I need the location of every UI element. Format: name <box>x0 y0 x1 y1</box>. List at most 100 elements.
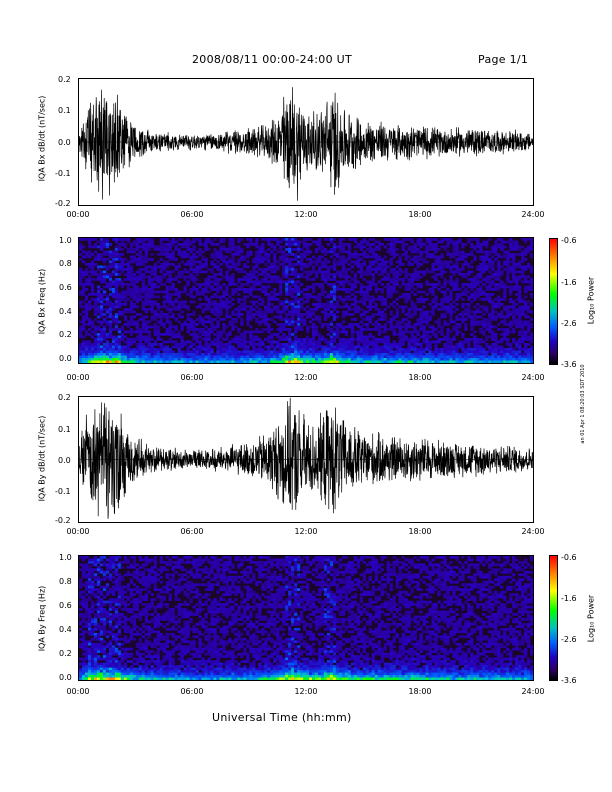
spectrogram-cell <box>117 335 122 339</box>
spectrogram-cell <box>267 340 271 344</box>
spectrogram-cell <box>344 325 349 329</box>
spectrogram-cell <box>159 315 163 319</box>
spectrogram-cell <box>267 295 271 299</box>
spectrogram-cell <box>117 343 122 346</box>
spectrogram-cell <box>126 248 131 251</box>
spectrogram-cell <box>449 313 453 316</box>
spectrogram-cell <box>159 240 163 244</box>
spectrogram-cell <box>150 318 154 321</box>
spectrogram-cell <box>195 340 199 344</box>
spectrogram-cell <box>485 335 489 339</box>
spectrogram-cell <box>395 290 399 294</box>
spectrogram-cell <box>117 338 122 341</box>
spectrogram-cell <box>93 355 98 359</box>
spectrogram-cell <box>87 308 92 311</box>
spectrogram-cell <box>120 270 125 274</box>
spectrogram-cell <box>84 323 89 326</box>
spectrogram-cell <box>153 353 157 356</box>
spectrogram-cell <box>386 283 390 286</box>
spectrogram-cell <box>195 335 199 339</box>
spectrogram-cell <box>335 315 340 319</box>
spectrogram-cell <box>102 278 107 281</box>
spectrogram-cell <box>264 273 268 276</box>
spectrogram-cell <box>273 275 277 279</box>
spectrogram-cell <box>210 300 214 304</box>
spectrogram-cell <box>213 295 217 299</box>
spectrogram-cell <box>111 250 116 254</box>
spectrogram-cell <box>153 343 157 346</box>
spectrogram-cell <box>198 260 202 264</box>
spectrogram-cell <box>258 283 262 286</box>
spectrogram-cell <box>443 313 447 316</box>
spectrogram-cell <box>117 303 122 306</box>
spectrogram-cell <box>473 305 477 309</box>
spectrogram-cell <box>87 340 92 344</box>
spectrogram-cell <box>455 353 459 356</box>
spectrogram-cell <box>518 253 522 256</box>
spectrogram-cell <box>332 245 337 249</box>
spectrogram-cell <box>111 280 116 284</box>
spectrogram-cell <box>105 345 110 349</box>
spectrogram-cell <box>210 288 214 291</box>
spectrogram-cell <box>464 263 468 266</box>
spectrogram-cell <box>174 325 178 329</box>
spectrogram-cell <box>488 320 492 324</box>
spectrogram-cell <box>291 288 295 291</box>
spectrogram-cell <box>270 343 274 346</box>
spectrogram-cell <box>473 275 477 279</box>
spectrogram-cell <box>138 260 143 264</box>
spectrogram-cell <box>141 245 146 249</box>
spectrogram-cell <box>171 315 175 319</box>
spectrogram-cell <box>464 338 468 341</box>
spectrogram-cell <box>138 340 143 344</box>
spectrogram-cell <box>332 293 337 296</box>
spectrogram-cell <box>518 245 522 249</box>
spectrogram-cell <box>261 248 265 251</box>
spectrogram-cell <box>374 338 378 341</box>
spectrogram-cell <box>416 285 420 289</box>
spectrogram-cell <box>317 358 322 361</box>
spectrogram-cell <box>165 288 169 291</box>
spectrogram-cell <box>129 340 134 344</box>
spectrogram-cell <box>371 343 375 346</box>
spectrogram-cell <box>356 338 361 341</box>
panel1-trace-svg <box>79 87 533 201</box>
spectrogram-cell <box>279 310 283 314</box>
spectrogram-cell <box>419 360 423 363</box>
spectrogram-cell <box>231 293 235 296</box>
spectrogram-cell <box>368 353 373 356</box>
spectrogram-cell <box>365 348 370 351</box>
spectrogram-cell <box>377 345 381 349</box>
spectrogram-cell <box>524 345 528 349</box>
spectrogram-cell <box>353 250 358 254</box>
spectrogram-cell <box>165 345 169 349</box>
spectrogram-cell <box>410 340 414 344</box>
spectrogram-cell <box>216 360 220 363</box>
spectrogram-cell <box>126 355 131 359</box>
spectrogram-cell <box>216 335 220 339</box>
spectrogram-cell <box>386 260 390 264</box>
spectrogram-cell <box>219 253 223 256</box>
spectrogram-cell <box>294 255 298 259</box>
spectrogram-cell <box>204 330 208 334</box>
spectrogram-cell <box>282 270 286 274</box>
spectrogram-cell <box>159 338 163 341</box>
spectrogram-cell <box>350 293 355 296</box>
spectrogram-cell <box>452 263 456 266</box>
spectrogram-cell <box>401 308 405 311</box>
spectrogram-cell <box>374 268 378 271</box>
spectrogram-cell <box>216 285 220 289</box>
spectrogram-cell <box>332 335 337 339</box>
spectrogram-cell <box>225 265 229 269</box>
spectrogram-cell <box>108 293 113 296</box>
spectrogram-cell <box>341 250 346 254</box>
spectrogram-cell <box>449 290 453 294</box>
spectrogram-cell <box>291 355 295 359</box>
spectrogram-cell <box>371 248 375 251</box>
spectrogram-cell <box>446 263 450 266</box>
spectrogram-cell <box>294 253 298 256</box>
spectrogram-cell <box>482 333 486 336</box>
spectrogram-cell <box>443 355 447 359</box>
spectrogram-cell <box>413 330 417 334</box>
spectrogram-cell <box>231 278 235 281</box>
